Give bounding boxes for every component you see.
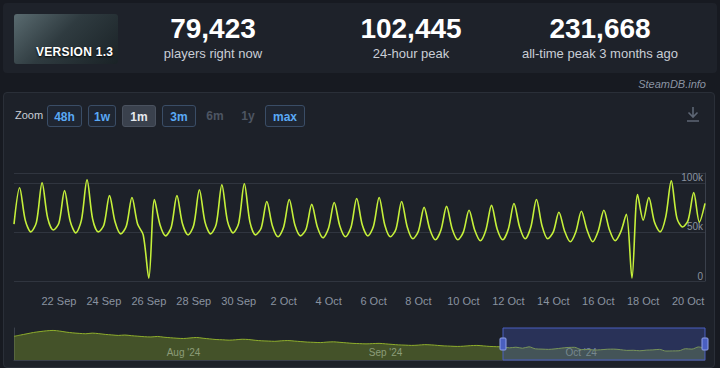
html-text:SteamDB.info: SteamDB.info <box>638 78 706 90</box>
html-text:players right now: players right now <box>163 46 263 61</box>
html-text:max: max <box>273 110 297 124</box>
html-text:6m: 6m <box>206 109 224 123</box>
html-text:1w: 1w <box>94 110 110 124</box>
svg-text:30 Sep: 30 Sep <box>221 295 256 307</box>
svg-text:10 Oct: 10 Oct <box>447 295 479 307</box>
svg-text:22 Sep: 22 Sep <box>42 295 77 307</box>
svg-text:6 Oct: 6 Oct <box>360 295 386 307</box>
svg-text:24 Sep: 24 Sep <box>86 295 121 307</box>
svg-text:50k: 50k <box>687 221 704 232</box>
html-text:3m: 3m <box>170 110 188 124</box>
svg-text:20 Oct: 20 Oct <box>672 295 704 307</box>
svg-text:14 Oct: 14 Oct <box>537 295 569 307</box>
html-text:VERSION 1.3: VERSION 1.3 <box>36 45 114 59</box>
html-text:79,423: 79,423 <box>170 13 256 44</box>
html-text:102,445: 102,445 <box>360 13 462 44</box>
svg-text:8 Oct: 8 Oct <box>405 295 431 307</box>
svg-text:0: 0 <box>697 271 703 282</box>
svg-text:100k: 100k <box>681 172 704 183</box>
svg-text:16 Oct: 16 Oct <box>582 295 614 307</box>
svg-text:2 Oct: 2 Oct <box>271 295 297 307</box>
html-text:24-hour peak: 24-hour peak <box>372 46 450 61</box>
svg-text:4 Oct: 4 Oct <box>315 295 341 307</box>
html-text:all-time peak 3 months ago: all-time peak 3 months ago <box>522 46 678 61</box>
html-text:231,668: 231,668 <box>549 13 651 44</box>
html-text:1m: 1m <box>130 110 148 124</box>
html-text:Zoom: Zoom <box>15 109 44 121</box>
svg-text:12 Oct: 12 Oct <box>492 295 524 307</box>
html-text:48h: 48h <box>54 110 75 124</box>
svg-text:26 Sep: 26 Sep <box>131 295 166 307</box>
svg-text:28 Sep: 28 Sep <box>176 295 211 307</box>
html-text:1y: 1y <box>241 109 255 123</box>
svg-text:18 Oct: 18 Oct <box>627 295 659 307</box>
